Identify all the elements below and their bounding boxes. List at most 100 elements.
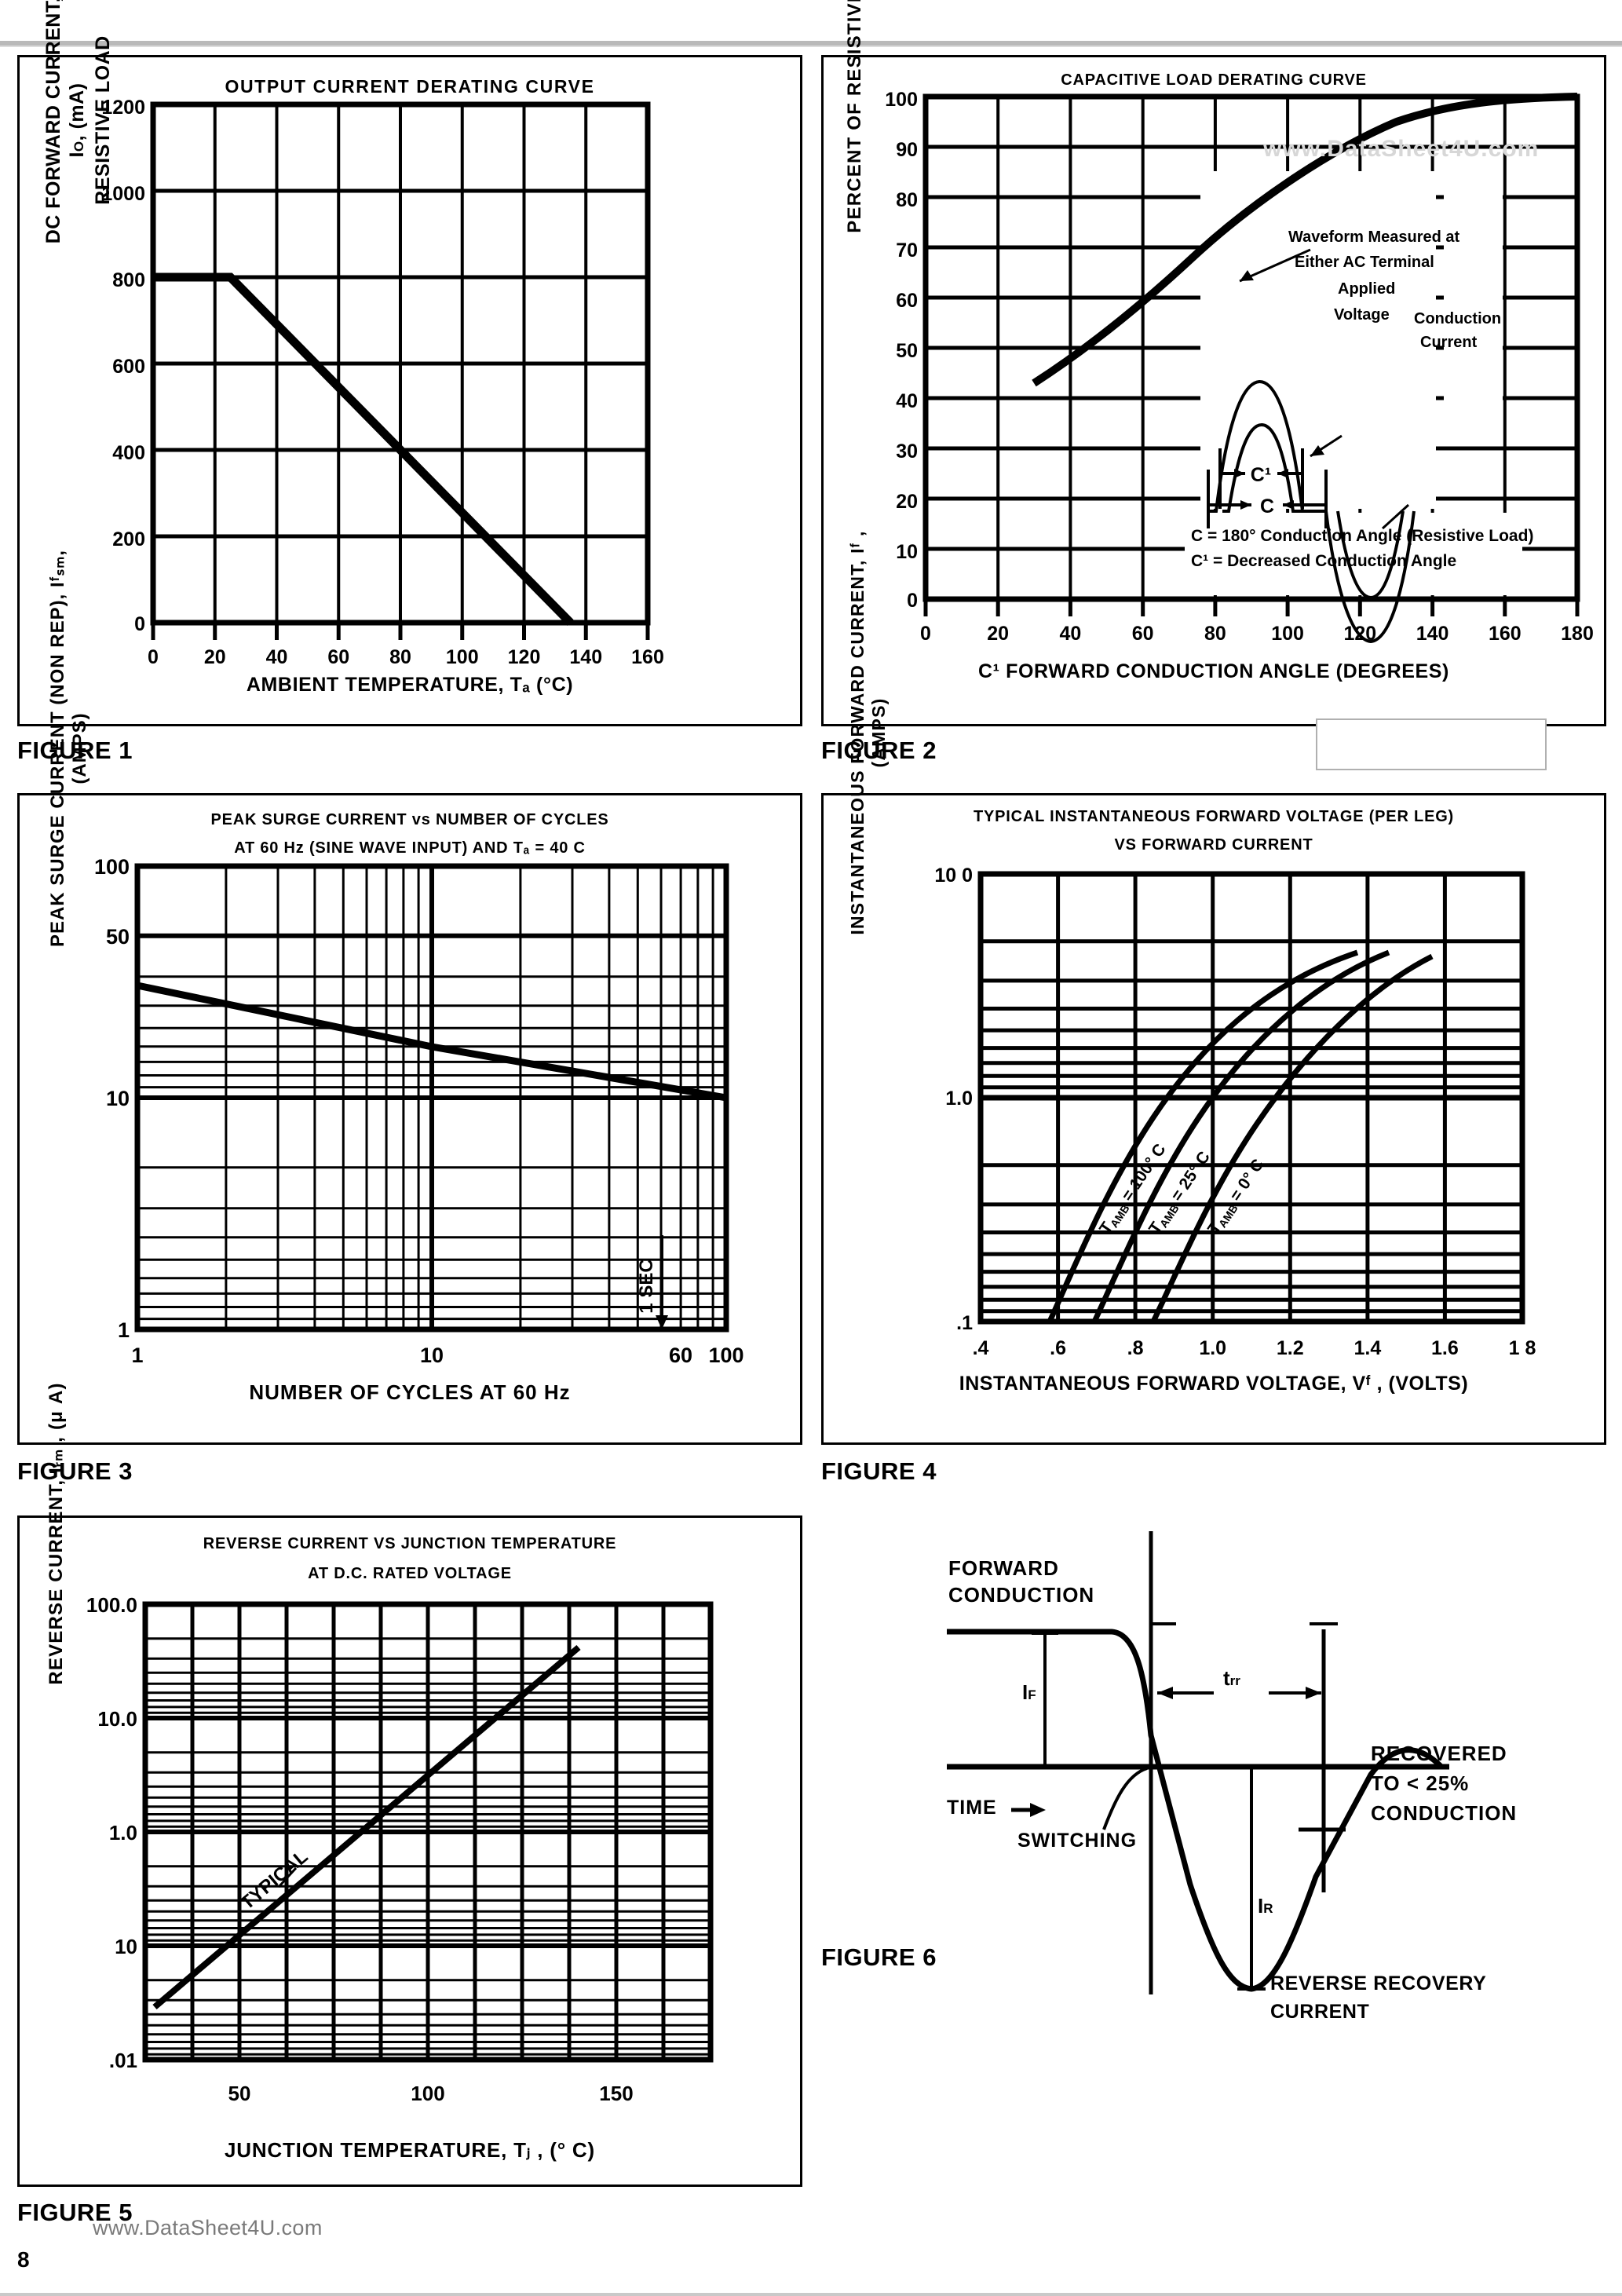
figure-4-frame: TYPICAL INSTANTANEOUS FORWARD VOLTAGE (P… <box>821 530 1606 1445</box>
figure-6-label-switching: SWITCHING <box>1017 1830 1138 1852</box>
svg-text:100.0: 100.0 <box>86 1593 137 1617</box>
figure-1-plot: 1200 1000 800 600 400 200 0 <box>101 97 664 668</box>
figure-6-label-ir: IR <box>1258 1894 1273 1918</box>
figure-6-if-symbol: I <box>1022 1680 1028 1704</box>
figure-2-legend-cprime: C¹ = Decreased Conduction Angle <box>1191 552 1457 570</box>
figure-2-legend-c: C = 180° Conduction Angle (Resistive Loa… <box>1191 527 1534 545</box>
svg-text:200: 200 <box>112 528 145 550</box>
figure-5-xlabel: JUNCTION TEMPERATURE, Tⱼ , (° C) <box>225 2138 595 2162</box>
svg-text:10: 10 <box>896 541 918 563</box>
svg-text:100: 100 <box>708 1344 743 1367</box>
svg-text:70: 70 <box>896 239 918 261</box>
svg-text:100: 100 <box>411 2082 444 2105</box>
figure-6-label-forward-conduction-l1: FORWARD <box>948 1556 1059 1580</box>
figure-2-annot-current: Current <box>1420 334 1478 351</box>
figure-1-ylabel: DC FORWARD CURRENT, IO, (mA) RESISTIVE L… <box>42 0 115 254</box>
svg-text:1200: 1200 <box>101 97 145 119</box>
svg-text:80: 80 <box>389 646 411 668</box>
svg-text:80: 80 <box>896 189 918 211</box>
figure-4-plot: TAMB = 100° C TAMB = 25° C TAMB = 0° C 1… <box>934 865 1536 1359</box>
figure-4-xlabel: INSTANTANEOUS FORWARD VOLTAGE, Vᶠ , (VOL… <box>959 1373 1469 1395</box>
svg-text:10: 10 <box>106 1087 130 1110</box>
svg-text:10 0: 10 0 <box>934 865 973 887</box>
figure-5-title-line2: AT D.C. RATED VOLTAGE <box>308 1565 512 1582</box>
svg-text:20: 20 <box>896 491 918 513</box>
figure-6-trr-symbol: t <box>1223 1666 1230 1690</box>
figure-6-label-reverse-recovery-l2: CURRENT <box>1270 2001 1370 2023</box>
svg-text:100: 100 <box>885 89 918 111</box>
figure-5-frame: REVERSE CURRENT VS JUNCTION TEMPERATURE … <box>17 1382 802 2187</box>
svg-text:120: 120 <box>508 646 541 668</box>
empty-annotation-box <box>1316 718 1547 770</box>
svg-text:50: 50 <box>106 925 130 949</box>
figure-1-ylabel-line1b: , (mA) <box>66 82 88 141</box>
svg-text:1.0: 1.0 <box>1199 1337 1226 1359</box>
figure-2-annot-waveform-l1: Waveform Measured at <box>1288 229 1460 246</box>
figure-1-ylabel-line2: RESISTIVE LOAD <box>92 35 114 205</box>
watermark-top: www.DataSheet4U.com <box>1263 136 1540 162</box>
svg-text:1.0: 1.0 <box>109 1821 137 1844</box>
svg-text:160: 160 <box>1489 623 1522 645</box>
figure-1-caption: FIGURE 1 <box>17 737 133 764</box>
svg-text:40: 40 <box>1059 623 1081 645</box>
figure-5-plot: TYPICAL 100.0 10.0 1.0 10 .01 50 100 150 <box>86 1593 714 2105</box>
figure-6-label-recovered-l2: TO < 25% <box>1371 1771 1470 1795</box>
svg-text:0: 0 <box>907 590 918 612</box>
figure-4-title-line1: TYPICAL INSTANTANEOUS FORWARD VOLTAGE (P… <box>973 808 1455 825</box>
figure-2-ylabel: PERCENT OF RESISTIVE LOAD <box>844 0 865 233</box>
svg-text:0: 0 <box>920 623 931 645</box>
svg-text:1.4: 1.4 <box>1354 1337 1382 1359</box>
page-bottom-rule <box>0 2293 1622 2296</box>
figure-3-plot: 1 SEC 100 50 10 1 1 10 60 100 <box>94 855 744 1367</box>
svg-text:1 SEC: 1 SEC <box>636 1259 657 1313</box>
page-top-rule <box>0 41 1622 46</box>
figure-3-ylabel: PEAK SURGE CURRENT (NON REP), Iᶠₛₘ, (AMP… <box>47 549 90 948</box>
figure-6-label-recovered-l3: CONDUCTION <box>1371 1801 1518 1825</box>
figure-2-annot-applied: Applied <box>1338 280 1396 298</box>
svg-text:100: 100 <box>94 855 130 879</box>
svg-text:1000: 1000 <box>101 183 145 205</box>
svg-text:10.0: 10.0 <box>97 1707 137 1731</box>
svg-text:400: 400 <box>112 442 145 464</box>
svg-text:80: 80 <box>1204 623 1226 645</box>
figure-6-label-if: IF <box>1022 1680 1036 1705</box>
page-number: 8 <box>17 2247 30 2272</box>
figure-6-caption: FIGURE 6 <box>821 1943 937 1971</box>
figure-3-caption: FIGURE 3 <box>17 1457 133 1485</box>
figure-1-frame: OUTPUT CURRENT DERATING CURVE <box>17 0 802 726</box>
svg-text:120: 120 <box>1343 623 1376 645</box>
figure-6-diagram: FORWARD CONDUCTION IF trr TIME SWITCHING… <box>821 1515 1606 2065</box>
svg-text:60: 60 <box>1132 623 1154 645</box>
svg-text:40: 40 <box>896 390 918 412</box>
svg-text:.6: .6 <box>1050 1337 1066 1359</box>
svg-text:1: 1 <box>118 1318 130 1342</box>
svg-text:60: 60 <box>327 646 349 668</box>
figure-3-frame: PEAK SURGE CURRENT vs NUMBER OF CYCLES A… <box>17 550 802 1445</box>
figure-6-ir-subscript: R <box>1263 1901 1273 1916</box>
figure-2-xlabel: C¹ FORWARD CONDUCTION ANGLE (DEGREES) <box>978 660 1449 682</box>
figure-4-ylabel: INSTANTANEOUS FORWARD CURRENT, Iᶠ , (AMP… <box>847 530 889 935</box>
svg-text:50: 50 <box>228 2082 251 2105</box>
svg-text:1: 1 <box>131 1344 143 1367</box>
figure-6-label-trr: trr <box>1223 1666 1240 1691</box>
svg-text:.1: .1 <box>956 1312 973 1334</box>
figure-2-caption: FIGURE 2 <box>821 737 937 764</box>
svg-text:30: 30 <box>896 441 918 462</box>
figure-6-label-time: TIME <box>947 1797 997 1819</box>
figure-2-title: CAPACITIVE LOAD DERATING CURVE <box>1061 71 1367 89</box>
svg-text:100: 100 <box>446 646 479 668</box>
svg-text:160: 160 <box>631 646 664 668</box>
figure-6-label-reverse-recovery-l1: REVERSE RECOVERY <box>1270 1972 1487 1994</box>
svg-text:10: 10 <box>115 1935 137 1958</box>
svg-text:100: 100 <box>1271 623 1304 645</box>
svg-text:60: 60 <box>669 1344 692 1367</box>
figure-5-caption: FIGURE 5 <box>17 2199 133 2226</box>
figure-5-ylabel: REVERSE CURRENT, Iᵣₘ , (μ A) <box>46 1382 67 1685</box>
svg-text:90: 90 <box>896 139 918 161</box>
figure-1-title: OUTPUT CURRENT DERATING CURVE <box>225 76 595 97</box>
svg-text:20: 20 <box>204 646 226 668</box>
svg-text:.01: .01 <box>109 2049 137 2072</box>
svg-text:180: 180 <box>1561 623 1594 645</box>
figure-6-trr-subscript: rr <box>1229 1673 1240 1688</box>
